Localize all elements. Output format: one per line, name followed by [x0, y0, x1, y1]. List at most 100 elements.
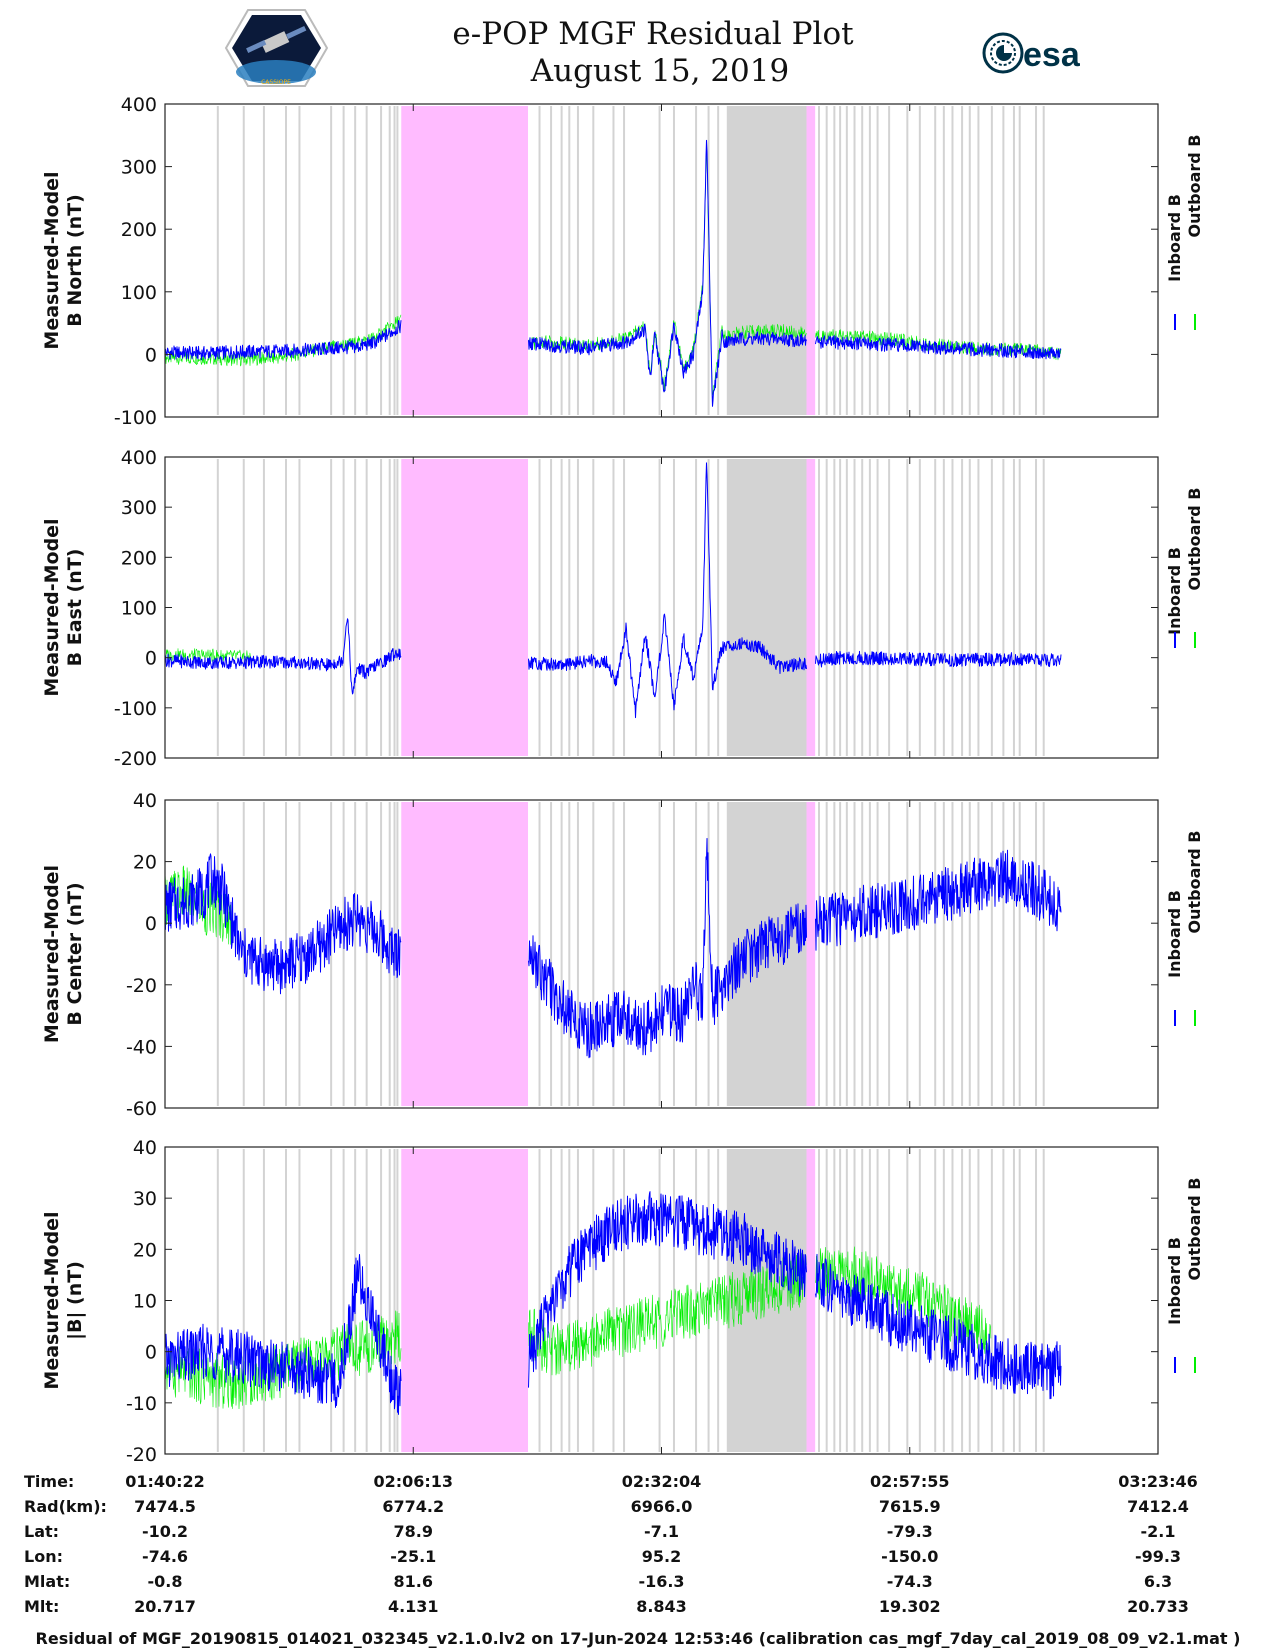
footer-caption: Residual of MGF_20190815_014021_032345_v… [36, 1629, 1241, 1648]
y-axis-label-line2: B Center (nT) [64, 882, 86, 1025]
y-axis-label-line2: B North (nT) [64, 194, 86, 327]
plot-area [165, 802, 1062, 1106]
info-cell: 81.6 [394, 1572, 433, 1591]
legend-outboard-label: Outboard B [1185, 135, 1204, 238]
info-cell: 78.9 [394, 1522, 433, 1541]
y-axis-label-line1: Measured-Model [41, 865, 63, 1043]
y-tick-label: -20 [126, 975, 157, 997]
legend-outboard-label: Outboard B [1185, 1178, 1204, 1281]
y-tick-label: 0 [145, 913, 157, 935]
esa-logo-text: esa [1023, 36, 1081, 74]
gap-pink-band [401, 106, 529, 415]
info-row-label: Mlat: [24, 1572, 70, 1591]
info-cell: -25.1 [390, 1547, 436, 1566]
y-tick-label: -200 [114, 748, 157, 770]
info-cell: -74.6 [142, 1547, 188, 1566]
outboard-series-b-east [165, 648, 252, 664]
y-axis-label: Measured-ModelB Center (nT) [41, 865, 86, 1043]
legend-inboard-label: Inboard B [1165, 890, 1184, 978]
cassiope-logo-text: CASSIOPE [261, 79, 291, 86]
inboard-series-b-east [165, 462, 1062, 719]
y-axis-label: Measured-Model|B| (nT) [41, 1211, 86, 1389]
y-tick-label: 400 [121, 447, 157, 469]
time-tick-label: 02:32:04 [622, 1472, 702, 1491]
y-axis-label: Measured-ModelB East (nT) [41, 518, 86, 696]
y-tick-label: 100 [121, 282, 157, 304]
panel-b-east: 400 300 200 100 0 -100 -200 Measured-ModelB Eas… [41, 447, 1204, 770]
info-cell: 95.2 [642, 1547, 681, 1566]
inboard-series-b-center [165, 838, 1062, 1059]
y-tick-label: 100 [121, 598, 157, 620]
info-cell: 20.717 [134, 1597, 196, 1616]
time-tick-label: 02:57:55 [870, 1472, 950, 1491]
gap-pink-band [401, 459, 529, 756]
y-axis-label: Measured-ModelB North (nT) [41, 171, 86, 349]
info-cell: 6774.2 [382, 1497, 444, 1516]
info-cell: -7.1 [644, 1522, 679, 1541]
info-cell: 8.843 [636, 1597, 687, 1616]
info-cell: -0.8 [148, 1572, 183, 1591]
legend-outboard-label: Outboard B [1185, 488, 1204, 591]
y-tick-label: 30 [133, 1188, 157, 1210]
panel-b-center: 40 20 0 -20 -40 -60 Measured-ModelB Center (nT… [41, 790, 1204, 1120]
y-tick-label: 300 [121, 157, 157, 179]
info-cell: 7615.9 [879, 1497, 941, 1516]
gap-gray-band [726, 106, 807, 415]
gap-pink-band [806, 802, 816, 1106]
y-axis-label-line2: B East (nT) [64, 549, 86, 667]
info-row-label: Lat: [24, 1522, 59, 1541]
y-tick-label: 400 [121, 94, 157, 116]
info-row-label: Time: [24, 1472, 74, 1491]
y-tick-label: 20 [133, 1239, 157, 1261]
info-row-label: Lon: [24, 1547, 63, 1566]
esa-logo: esa [982, 32, 1081, 74]
inboard-series-b-north [165, 139, 1062, 407]
info-row-label: Rad(km): [24, 1497, 107, 1516]
y-tick-label: 40 [133, 790, 157, 812]
info-cell: 19.302 [879, 1597, 941, 1616]
gap-pink-band [806, 106, 816, 415]
y-tick-label: 200 [121, 547, 157, 569]
y-axis-label-line1: Measured-Model [41, 518, 63, 696]
plot-area [165, 1149, 1062, 1452]
y-tick-label: -100 [114, 407, 157, 429]
legend-inboard-label: Inboard B [1165, 194, 1184, 282]
info-cell: 6.3 [1144, 1572, 1172, 1591]
panel-b-magnitude: 40 30 20 10 0 -10 -20 Measured-Model|B| (nT) Inb… [41, 1137, 1204, 1466]
info-cell: 7412.4 [1127, 1497, 1189, 1516]
cassiope-logo: CASSIOPE [224, 9, 329, 87]
info-cell: 20.733 [1127, 1597, 1189, 1616]
gap-pink-band [401, 802, 529, 1106]
legend-inboard-label: Inboard B [1165, 1237, 1184, 1325]
title-line-1: e-POP MGF Residual Plot [452, 16, 854, 52]
info-cell: -99.3 [1135, 1547, 1181, 1566]
panel-frame [164, 456, 1159, 759]
y-tick-label: -40 [126, 1036, 157, 1058]
info-cell: -150.0 [881, 1547, 938, 1566]
title-line-2: August 15, 2019 [530, 53, 789, 89]
info-cell: -10.2 [142, 1522, 188, 1541]
info-cell: -16.3 [638, 1572, 684, 1591]
gap-pink-band [806, 1149, 816, 1452]
inboard-series-b-magnitude [165, 1191, 1062, 1415]
y-tick-label: -100 [114, 698, 157, 720]
y-tick-label: 10 [133, 1291, 157, 1313]
legend-inboard-label: Inboard B [1165, 547, 1184, 635]
gap-pink-band [401, 1149, 529, 1452]
gap-gray-band [726, 1149, 807, 1452]
panel-frame [164, 1146, 1159, 1455]
info-cell: -74.3 [887, 1572, 933, 1591]
plot-area [165, 459, 1062, 756]
y-tick-label: -10 [126, 1393, 157, 1415]
info-cell: 7474.5 [134, 1497, 196, 1516]
y-tick-label: 40 [133, 1137, 157, 1159]
gap-gray-band [726, 459, 807, 756]
y-tick-label: 0 [145, 1342, 157, 1364]
y-tick-label: 300 [121, 497, 157, 519]
time-tick-label: 02:06:13 [373, 1472, 453, 1491]
info-cell: 4.131 [388, 1597, 439, 1616]
legend-outboard-label: Outboard B [1185, 831, 1204, 934]
y-tick-label: 0 [145, 344, 157, 366]
plot-area [165, 106, 1062, 415]
